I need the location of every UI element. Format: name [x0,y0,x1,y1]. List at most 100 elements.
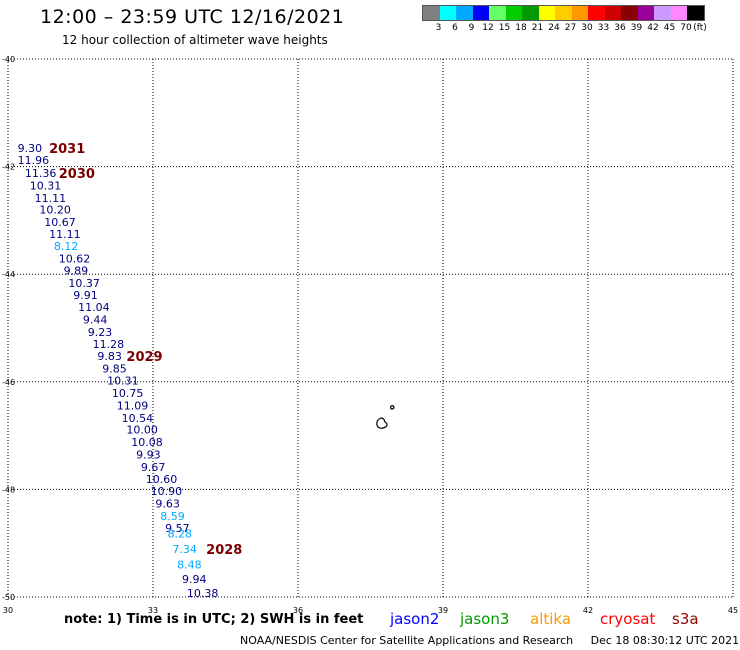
color-swatch [538,6,555,20]
color-scale-unit: (ft) [693,23,707,33]
pass-time-label: 2031 [49,142,85,157]
wave-height-value: 10.08 [131,436,163,449]
satellite-cryosat: cryosat [600,610,656,628]
satellite-altika: altika [530,610,572,628]
wave-height-value: 11.96 [18,154,49,167]
longitude-label: 42 [583,606,593,615]
wave-height-value: 9.93 [136,448,161,461]
color-swatch [522,6,539,20]
color-swatch [472,6,489,20]
color-swatch [439,6,456,20]
color-scale-tick: 15 [498,23,511,33]
wave-height-value: 11.28 [93,338,125,351]
wave-height-value: 10.37 [68,277,100,290]
wave-height-value: 9.91 [73,289,98,302]
satellite-s3a: s3a [672,610,699,628]
color-scale-tick: 30 [581,23,593,33]
wave-height-value: 10.31 [30,179,62,192]
pass-time-label: 2029 [126,350,162,365]
color-swatch [423,6,440,20]
credit-text: NOAA/NESDIS Center for Satellite Applica… [240,634,574,647]
color-scale-tick: 12 [482,23,494,33]
color-scale-ticks: 3 6 9 12 15 18 21 24 27 30 33 36 39 42 45 70 (ft) [422,21,707,35]
page-title: 12:00 – 23:59 UTC 12/16/2021 [40,6,345,28]
color-swatch [687,6,704,20]
latitude-label: -46 [2,378,15,387]
color-scale-tick: 70 [680,23,692,33]
longitude-label: 45 [728,606,738,615]
wave-height-value: 11.04 [78,301,110,314]
wave-height-value: 9.83 [97,350,122,363]
color-swatch [604,6,621,20]
color-scale-tick: 3 [435,23,442,33]
wave-height-value: 9.85 [102,362,127,375]
pass-time-label: 2028 [206,543,242,558]
footer-credit: NOAA/NESDIS Center for Satellite Applica… [240,634,739,647]
color-swatch [489,6,506,20]
wave-height-value: 11.11 [35,192,66,205]
color-swatch [588,6,605,20]
wave-height-value: 10.62 [59,253,91,266]
satellite-jason3: jason3 [460,610,510,628]
color-swatch [456,6,473,20]
wave-height-value: 8.59 [160,510,185,523]
satellite-jason2: jason2 [390,610,440,628]
color-swatch [555,6,572,20]
footer-note: note: 1) Time is in UTC; 2) SWH is in fe… [64,612,364,627]
color-scale-tick: 42 [647,23,659,33]
wave-height-value: 9.23 [88,326,113,339]
color-swatch [654,6,671,20]
wave-height-value: 11.09 [117,399,149,412]
color-scale-tick: 6 [452,23,458,33]
longitude-label: 33 [148,606,158,615]
wave-height-value: 9.67 [141,461,166,474]
color-scale-swatches [422,5,705,21]
color-scale-tick: 21 [531,23,544,33]
longitude-label: 30 [3,606,13,615]
pass-time-labels: 2031 2030 2029 2028 [49,142,242,558]
color-swatch [621,6,638,20]
latitude-label: -48 [2,485,15,494]
wave-height-value: 9.30 [18,142,42,155]
wave-height-value: 9.63 [155,497,180,510]
wave-height-value: 9.89 [64,264,88,277]
color-scale-tick: 18 [515,23,527,33]
latitude-label: -44 [2,270,15,279]
wave-height-value: 10.31 [107,375,139,388]
latitude-label: -40 [2,55,15,64]
wave-height-value: 10.20 [39,204,71,217]
color-swatch [637,6,654,20]
wave-height-value: 11.36 [25,167,56,180]
color-swatch [571,6,588,20]
longitude-label: 39 [438,606,448,615]
wave-height-value: 7.34 [172,543,197,556]
island-outline [376,405,395,429]
latitude-label: -50 [2,593,15,602]
color-scale-tick: 9 [468,23,475,33]
wave-height-value: 10.90 [151,485,183,498]
color-scale-tick: 33 [597,23,610,33]
color-swatch [670,6,687,20]
wave-height-value: 8.28 [168,528,193,541]
wave-height-value: 8.12 [54,240,79,253]
wave-height-value: 11.11 [49,228,80,241]
wave-height-points: 9.3011.9611.3610.3111.1110.2010.6711.118… [18,142,219,600]
color-scale-tick: 24 [548,23,560,33]
wave-height-value: 9.94 [182,573,207,586]
color-scale-tick: 39 [630,23,643,33]
color-swatch [505,6,522,20]
timestamp-text: Dec 18 08:30:12 UTC 2021 [590,634,740,647]
color-scale-tick: 27 [564,23,577,33]
wave-height-value: 9.44 [83,313,108,326]
map-gridlines [7,58,734,598]
wave-height-value: 10.75 [112,387,143,400]
wave-height-value: 9.57 [165,522,190,535]
page-subtitle: 12 hour collection of altimeter wave hei… [62,33,328,47]
wave-height-value: 10.60 [146,473,178,486]
color-scale-legend: 3 6 9 12 15 18 21 24 27 30 33 36 39 42 45 70 (ft) [422,5,707,35]
longitude-label: 36 [293,606,303,615]
wave-height-value: 8.48 [177,559,202,572]
color-scale-tick: 36 [614,23,626,33]
